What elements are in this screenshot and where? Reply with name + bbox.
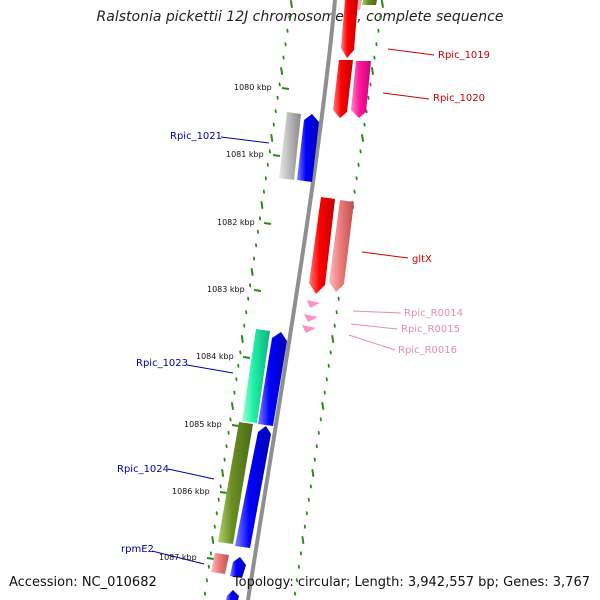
gene-label[interactable]: Rpic_1024: [117, 464, 169, 475]
gene-label[interactable]: Rpic_R0014: [404, 308, 463, 319]
gene-feature[interactable]: [235, 426, 271, 548]
tick-mark: [371, 67, 374, 75]
gene-label[interactable]: Rpic_1020: [433, 93, 485, 104]
tick-mark: [361, 134, 364, 142]
sequence-summary: Topology: circular; Length: 3,942,557 bp…: [232, 575, 590, 590]
gene-label[interactable]: Rpic_R0015: [401, 324, 460, 335]
gene-label[interactable]: Rpic_1019: [438, 50, 490, 61]
gene-label[interactable]: gltX: [412, 254, 432, 265]
gene-feature-rpic-1020[interactable]: [333, 60, 353, 118]
kbp-tick: [281, 87, 290, 90]
gene-feature-rpic-1019[interactable]: [341, 0, 358, 58]
tick-mark: [250, 268, 254, 276]
kbp-tick: [231, 424, 240, 427]
kbp-tick: [219, 491, 228, 494]
kbp-label: 1082 kbp: [217, 218, 255, 227]
gene-feature[interactable]: [351, 61, 371, 118]
gene-feature-rpic-1024[interactable]: [218, 422, 253, 544]
gene-labels: Rpic_1019 Rpic_1020 Rpic_1021 gltX Rpic_…: [117, 50, 490, 555]
tick-mark: [240, 335, 244, 343]
kbp-label: 1084 kbp: [196, 352, 234, 361]
kbp-tick: [272, 154, 281, 157]
accession-text: Accession: NC_010682: [9, 575, 157, 590]
tick-mark: [289, 0, 293, 8]
tick-mark: [221, 469, 225, 477]
kbp-label: 1081 kbp: [226, 150, 264, 159]
map-title: Ralstonia pickettii 12J chromosome 1, co…: [96, 9, 504, 25]
tick-mark: [231, 402, 234, 410]
plus-strand-features: [211, 112, 319, 600]
tick-mark: [311, 469, 315, 477]
label-leaders: [151, 48, 435, 565]
kbp-label: 1086 kbp: [172, 487, 210, 496]
tick-mark: [260, 201, 264, 209]
kbp-label: 1083 kbp: [207, 285, 245, 294]
gene-feature-gltx[interactable]: [309, 197, 335, 294]
gene-feature-rpic-1023[interactable]: [258, 332, 287, 426]
trna-feature[interactable]: [304, 314, 318, 322]
gene-feature[interactable]: [329, 200, 354, 292]
gene-label[interactable]: rpmE2: [121, 544, 154, 555]
gene-label[interactable]: Rpic_1023: [136, 358, 188, 369]
tick-mark: [321, 402, 325, 410]
kbp-tick: [242, 356, 251, 359]
tick-mark: [270, 134, 274, 142]
tick-marks: [203, 0, 384, 596]
minus-strand-features: [302, 0, 377, 333]
gene-feature-rpic-1021[interactable]: [297, 114, 319, 182]
kbp-tick: [206, 557, 215, 560]
kbp-tick: [253, 289, 262, 292]
kbp-tick: [263, 222, 272, 225]
gene-label[interactable]: Rpic_1021: [170, 131, 222, 142]
tick-mark: [301, 536, 305, 544]
gene-feature[interactable]: [242, 329, 270, 423]
gene-feature[interactable]: [362, 0, 377, 5]
trna-feature[interactable]: [302, 325, 316, 333]
kbp-label: 1080 kbp: [234, 83, 272, 92]
gene-feature-rpme2[interactable]: [211, 553, 229, 574]
tick-mark: [331, 335, 335, 343]
tick-mark: [380, 0, 384, 8]
trna-feature[interactable]: [307, 300, 320, 308]
tick-mark: [280, 67, 284, 75]
gene-feature[interactable]: [279, 112, 301, 180]
tick-mark: [211, 536, 215, 544]
gene-feature[interactable]: [230, 557, 246, 578]
kbp-label: 1085 kbp: [184, 420, 222, 429]
gene-feature[interactable]: [226, 590, 239, 600]
gene-label[interactable]: Rpic_R0016: [398, 345, 457, 356]
genome-backbone: [246, 0, 337, 600]
